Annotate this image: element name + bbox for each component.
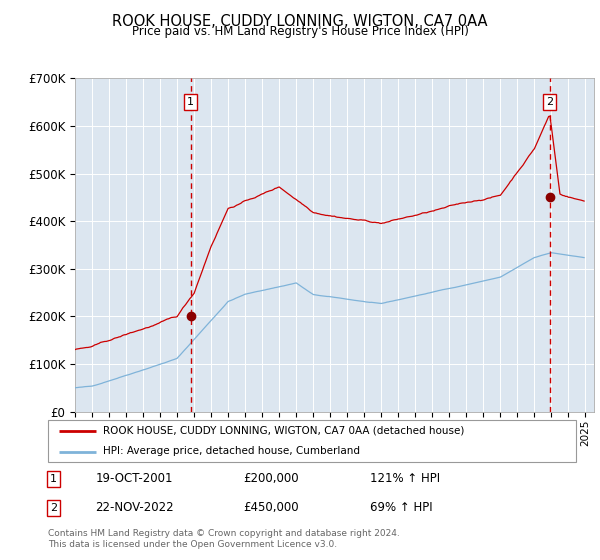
Text: 1: 1 bbox=[187, 97, 194, 107]
Text: 19-OCT-2001: 19-OCT-2001 bbox=[95, 472, 173, 486]
Text: Price paid vs. HM Land Registry's House Price Index (HPI): Price paid vs. HM Land Registry's House … bbox=[131, 25, 469, 38]
Text: Contains HM Land Registry data © Crown copyright and database right 2024.
This d: Contains HM Land Registry data © Crown c… bbox=[48, 529, 400, 549]
Text: 121% ↑ HPI: 121% ↑ HPI bbox=[370, 472, 440, 486]
Text: 2: 2 bbox=[546, 97, 553, 107]
Text: £450,000: £450,000 bbox=[244, 501, 299, 515]
Text: 69% ↑ HPI: 69% ↑ HPI bbox=[370, 501, 433, 515]
Text: ROOK HOUSE, CUDDY LONNING, WIGTON, CA7 0AA: ROOK HOUSE, CUDDY LONNING, WIGTON, CA7 0… bbox=[112, 14, 488, 29]
Text: 1: 1 bbox=[50, 474, 57, 484]
Text: 22-NOV-2022: 22-NOV-2022 bbox=[95, 501, 174, 515]
Text: HPI: Average price, detached house, Cumberland: HPI: Average price, detached house, Cumb… bbox=[103, 446, 361, 456]
Text: 2: 2 bbox=[50, 503, 57, 513]
FancyBboxPatch shape bbox=[48, 420, 576, 462]
Text: £200,000: £200,000 bbox=[244, 472, 299, 486]
Text: ROOK HOUSE, CUDDY LONNING, WIGTON, CA7 0AA (detached house): ROOK HOUSE, CUDDY LONNING, WIGTON, CA7 0… bbox=[103, 426, 465, 436]
